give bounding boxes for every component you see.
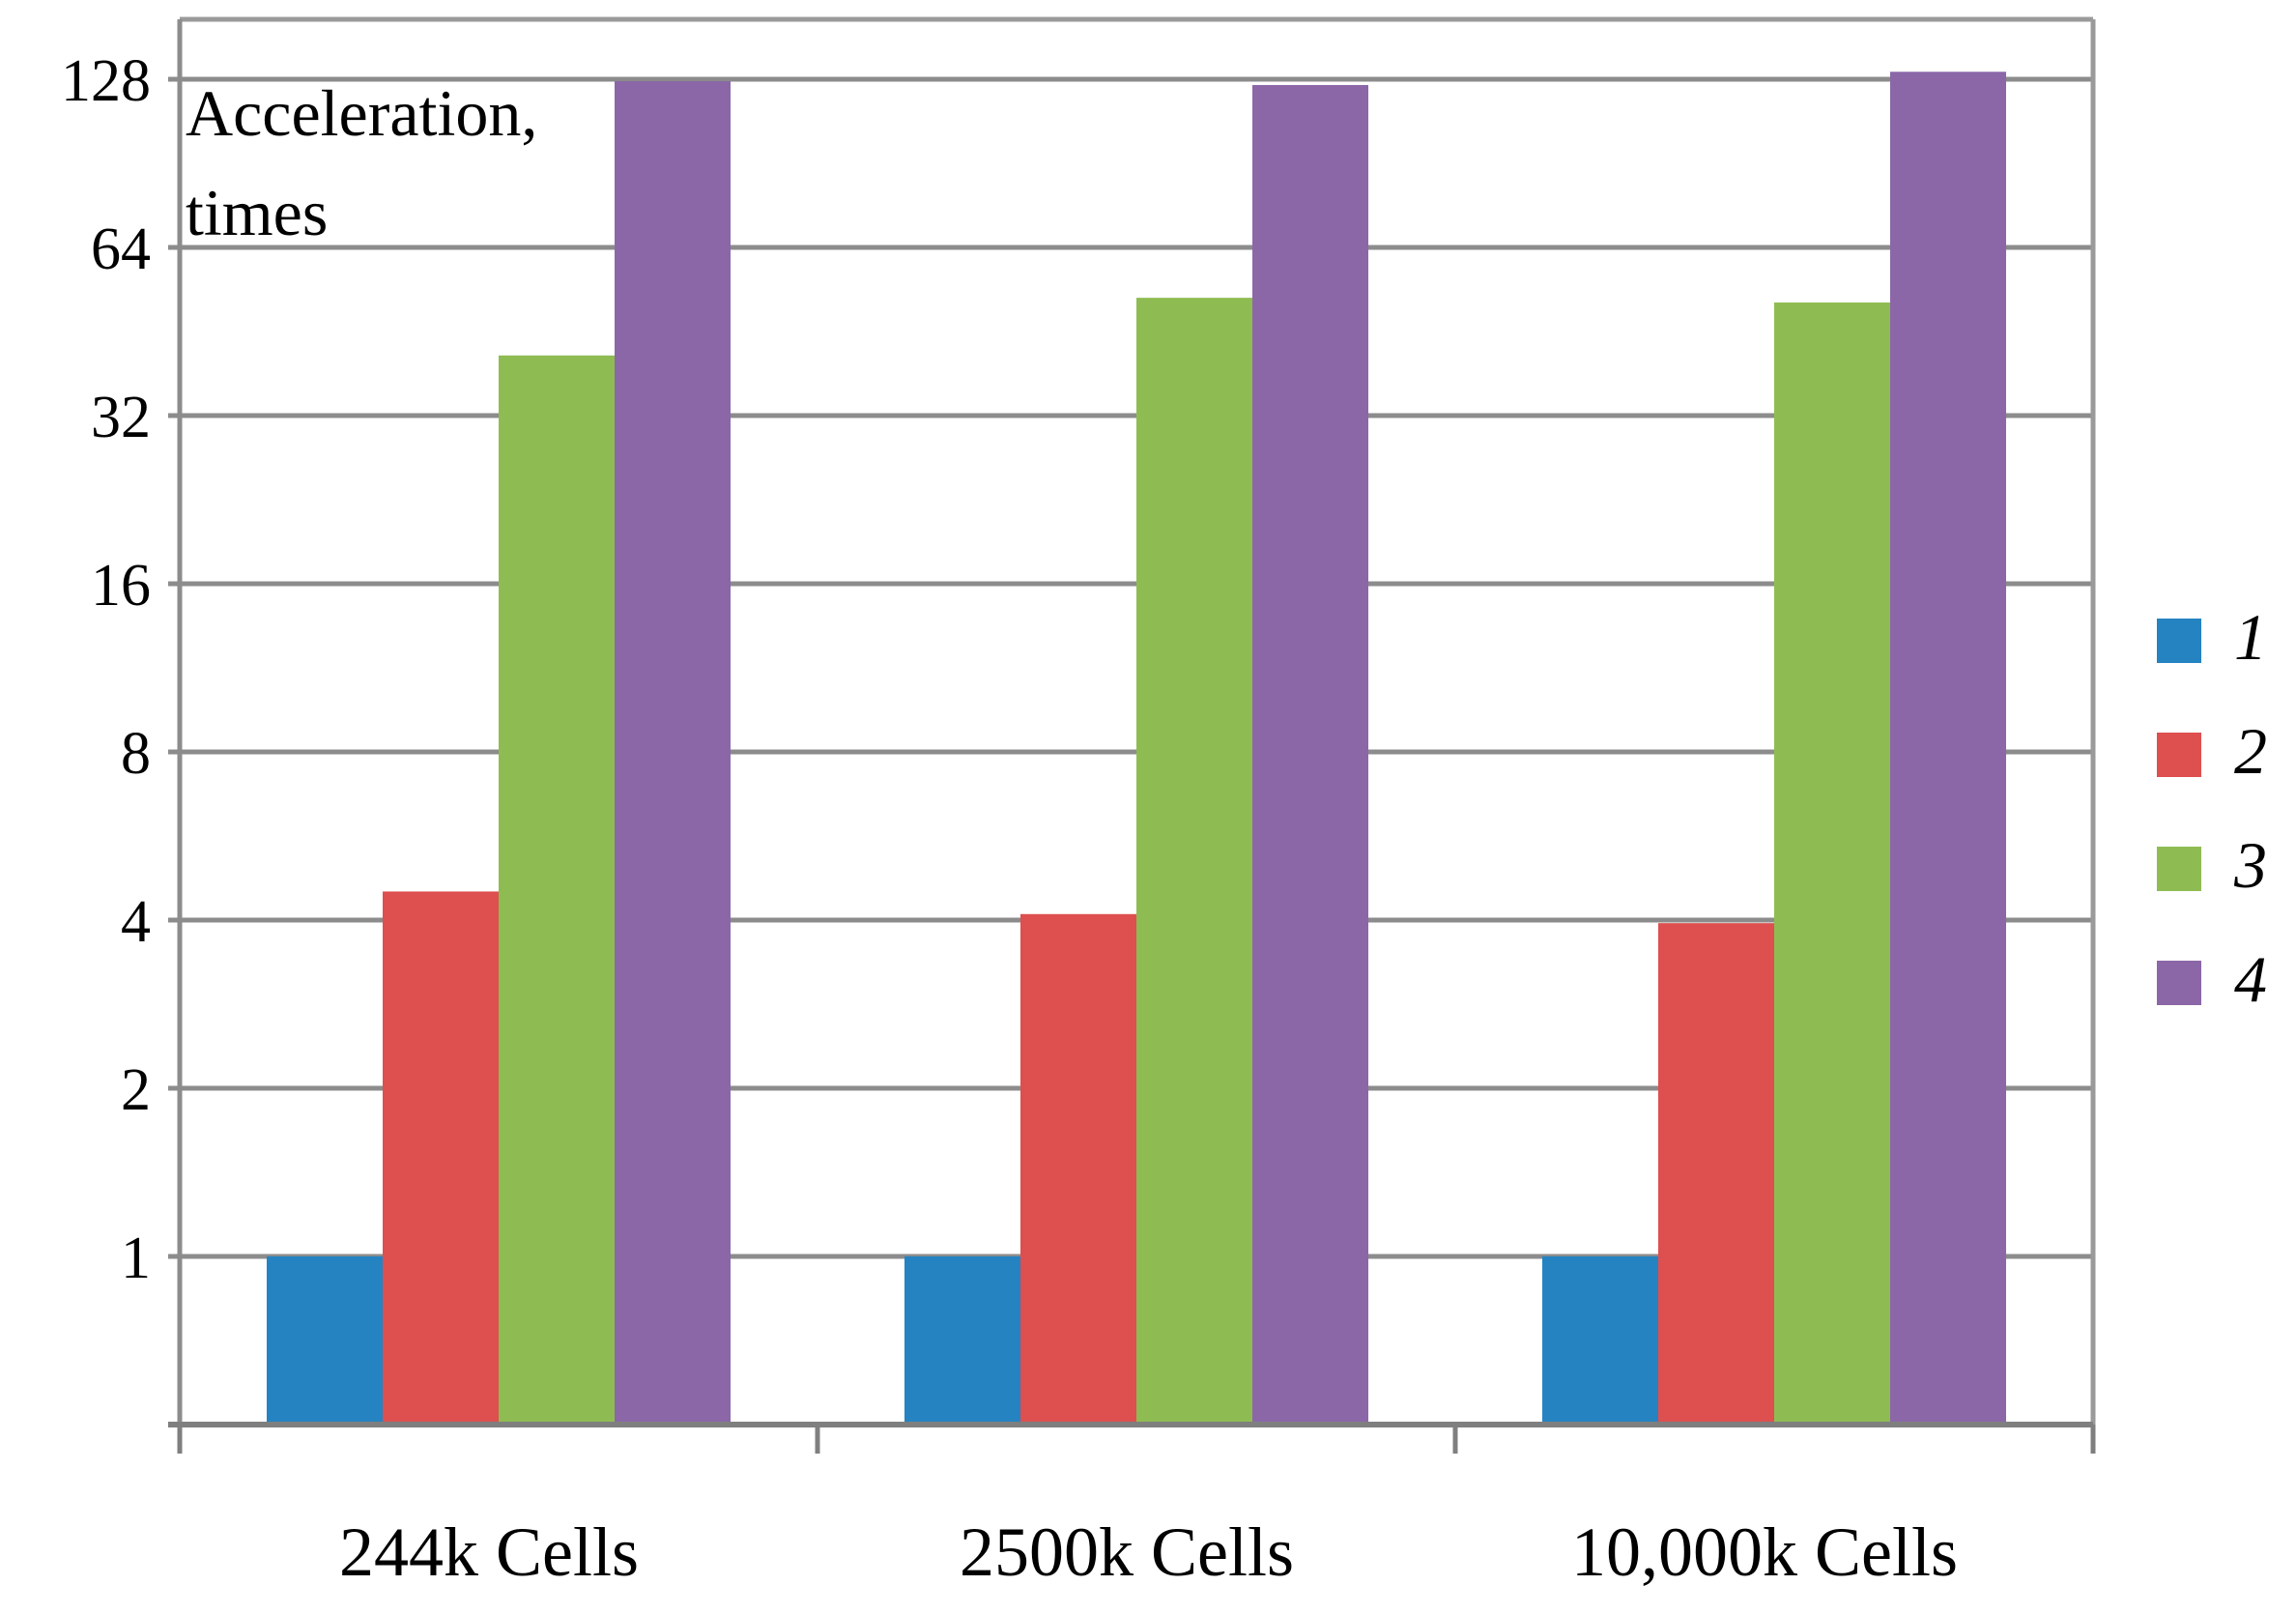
y-tick-label: 2 xyxy=(121,1057,151,1123)
x-category-label: 244k Cells xyxy=(339,1513,639,1591)
bar-series-1-1 xyxy=(904,1256,1020,1425)
bar-series-3-1 xyxy=(1136,298,1252,1425)
bar-series-2-0 xyxy=(383,891,499,1425)
y-tick-label: 1 xyxy=(121,1225,151,1291)
legend-swatch-4 xyxy=(2157,961,2201,1005)
x-category-labels: 244k Cells 2500k Cells 10,000k Cells xyxy=(339,1513,1958,1591)
x-category-label: 2500k Cells xyxy=(960,1513,1294,1591)
bar-series-3-0 xyxy=(499,355,615,1426)
y-axis-label-line-2: times xyxy=(186,176,328,249)
legend-swatch-2 xyxy=(2157,733,2201,777)
bar-series-1-2 xyxy=(1542,1256,1658,1425)
y-tick-label: 16 xyxy=(91,553,151,619)
bar-series-4-1 xyxy=(1252,84,1368,1426)
y-tick-label: 128 xyxy=(61,48,151,114)
x-category-label: 10,000k Cells xyxy=(1571,1513,1958,1591)
bar-series-1-0 xyxy=(267,1256,383,1425)
bar-series-3-2 xyxy=(1774,302,1890,1425)
legend-label-3: 3 xyxy=(2233,828,2267,902)
legend-swatch-3 xyxy=(2157,847,2201,891)
bar-series-4-2 xyxy=(1890,72,2006,1426)
y-tick-label: 64 xyxy=(91,216,151,282)
y-tick-label: 8 xyxy=(121,721,151,787)
y-tick-label: 32 xyxy=(91,385,151,450)
legend: 1 2 3 4 xyxy=(2157,600,2267,1016)
y-tick-labels: 1 2 4 8 16 32 64 128 xyxy=(61,48,151,1291)
y-axis-label-line-1: Acceleration, xyxy=(186,76,537,150)
legend-swatch-1 xyxy=(2157,619,2201,663)
y-tick-label: 4 xyxy=(121,889,151,955)
legend-label-4: 4 xyxy=(2234,942,2267,1016)
bars xyxy=(267,72,2006,1426)
bar-series-2-1 xyxy=(1020,913,1136,1425)
bar-series-4-0 xyxy=(615,80,731,1425)
legend-label-1: 1 xyxy=(2234,600,2267,674)
bar-series-2-2 xyxy=(1658,923,1774,1425)
legend-label-2: 2 xyxy=(2234,714,2267,788)
axes xyxy=(168,16,2096,1454)
